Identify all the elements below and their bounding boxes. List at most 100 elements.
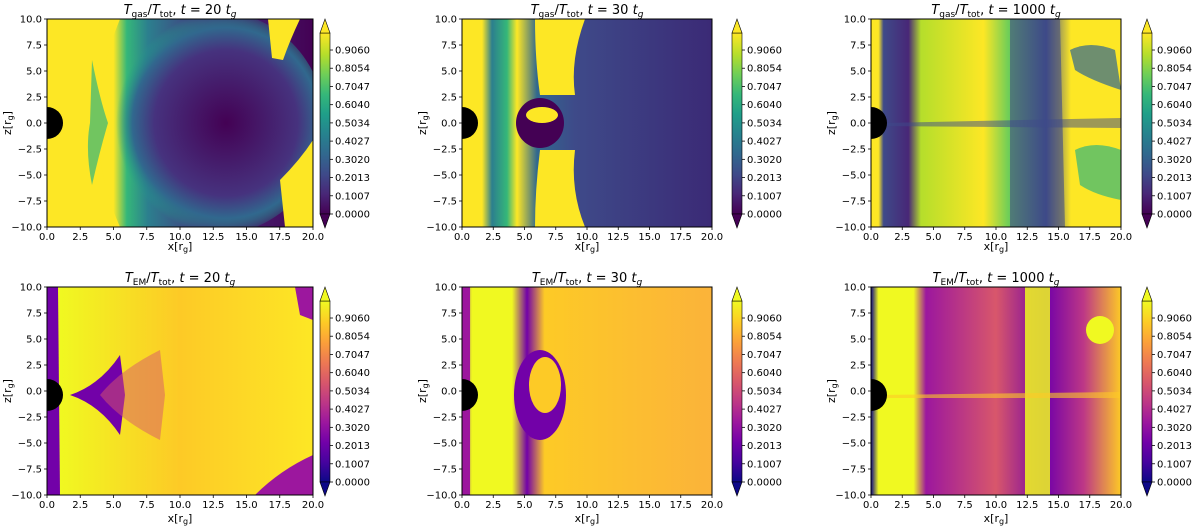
x-tick-label-gas-t20: 5.0 <box>106 232 122 243</box>
colorbar-tick-label-gas-t1000: 0.0000 <box>1157 210 1192 221</box>
x-tick-label-gas-t1000: 5.0 <box>926 232 942 243</box>
x-tick-label-em-t30: 15.0 <box>638 500 660 511</box>
y-tick-label-em-t20: −2.5 <box>18 413 42 424</box>
ylabel-em-t20: z[rg] <box>1 379 15 403</box>
x-tick-label-em-t20: 0.0 <box>39 500 55 511</box>
x-tick-label-gas-t1000: 15.0 <box>1047 232 1069 243</box>
colorbar-em-t30 <box>731 286 743 497</box>
xlabel-gas-t30: x[rg] <box>575 240 600 254</box>
y-tick-label-gas-t30: 0.0 <box>441 119 457 130</box>
colorbar-em-t20 <box>319 286 331 497</box>
x-tick-label-gas-t1000: 20.0 <box>1110 232 1132 243</box>
title-gas-t1000: Tgas/Ttot, t = 1000 tg <box>931 3 1061 20</box>
colorbar-tick-label-gas-t1000: 0.1007 <box>1157 191 1192 202</box>
title-em-t20: TEM/Ttot, t = 20 tg <box>125 271 236 288</box>
x-tick-label-gas-t30: 10.0 <box>576 232 598 243</box>
black-hole-em-t1000 <box>871 379 887 411</box>
y-tick-label-em-t30: −2.5 <box>433 413 457 424</box>
y-tick-label-em-t20: −7.5 <box>18 465 42 476</box>
colorbar-tick-label-gas-t1000: 0.9060 <box>1157 46 1192 57</box>
colorbar-gas-t30 <box>731 18 743 229</box>
x-tick-label-em-t20: 2.5 <box>72 500 88 511</box>
colorbar-tick-label-em-t20: 0.5034 <box>335 386 370 397</box>
x-tick-label-em-t1000: 10.0 <box>985 500 1007 511</box>
x-tick-label-em-t30: 17.5 <box>670 500 692 511</box>
colorbar-tick-label-gas-t30: 0.4027 <box>747 137 782 148</box>
y-tick-label-gas-t1000: −7.5 <box>842 197 866 208</box>
x-tick-label-em-t30: 20.0 <box>701 500 723 511</box>
colorbar-tick-label-em-t20: 0.6040 <box>335 368 370 379</box>
colorbar-tick-label-em-t30: 0.6040 <box>747 368 782 379</box>
y-tick-label-gas-t30: −7.5 <box>433 197 457 208</box>
x-tick-label-gas-t1000: 10.0 <box>985 232 1007 243</box>
black-hole-em-t20 <box>47 379 63 411</box>
colorbar-tick-label-em-t20: 0.2013 <box>335 441 370 452</box>
x-tick-label-em-t30: 0.0 <box>454 500 470 511</box>
y-tick-label-gas-t20: −5.0 <box>18 171 42 182</box>
colorbar-tick-label-em-t20: 0.0000 <box>335 478 370 489</box>
heatmap-em-t1000 <box>871 287 1121 495</box>
x-tick-label-gas-t20: 17.5 <box>269 232 291 243</box>
colorbar-tick-label-gas-t1000: 0.8054 <box>1157 64 1192 75</box>
colorbar-tick-label-gas-t20: 0.8054 <box>335 64 370 75</box>
colorbar-tick-label-gas-t30: 0.5034 <box>747 118 782 129</box>
x-tick-label-em-t20: 12.5 <box>202 500 224 511</box>
heatmap-em-t20 <box>47 287 313 495</box>
y-tick-label-em-t20: 5.0 <box>26 335 42 346</box>
x-tick-label-em-t30: 5.0 <box>517 500 533 511</box>
title-em-t30: TEM/Ttot, t = 30 tg <box>532 271 643 288</box>
colorbar-tick-label-gas-t20: 0.6040 <box>335 100 370 111</box>
x-tick-label-gas-t20: 20.0 <box>302 232 324 243</box>
y-tick-label-em-t1000: 7.5 <box>850 309 866 320</box>
colorbar-tick-label-em-t1000: 0.9060 <box>1157 314 1192 325</box>
y-tick-label-gas-t1000: 5.0 <box>850 67 866 78</box>
colorbar-tick-label-em-t20: 0.1007 <box>335 459 370 470</box>
x-tick-label-em-t20: 20.0 <box>302 500 324 511</box>
y-tick-label-em-t1000: −7.5 <box>842 465 866 476</box>
y-tick-label-em-t1000: 0.0 <box>850 387 866 398</box>
y-tick-label-gas-t20: −2.5 <box>18 145 42 156</box>
colorbar-tick-label-gas-t1000: 0.4027 <box>1157 137 1192 148</box>
colorbar-tick-label-em-t30: 0.7047 <box>747 350 782 361</box>
y-tick-label-gas-t30: 5.0 <box>441 67 457 78</box>
y-tick-label-em-t30: 0.0 <box>441 387 457 398</box>
colorbar-tick-label-gas-t1000: 0.2013 <box>1157 173 1192 184</box>
ylabel-gas-t30: z[rg] <box>416 111 430 135</box>
y-tick-label-gas-t30: 7.5 <box>441 41 457 52</box>
x-tick-label-em-t1000: 2.5 <box>894 500 910 511</box>
y-tick-label-gas-t30: −10.0 <box>426 223 457 234</box>
colorbar-tick-label-em-t1000: 0.6040 <box>1157 368 1192 379</box>
colorbar-tick-label-gas-t1000: 0.7047 <box>1157 82 1192 93</box>
colorbar-tick-label-gas-t1000: 0.5034 <box>1157 118 1192 129</box>
y-tick-label-em-t20: 0.0 <box>26 387 42 398</box>
x-tick-label-em-t30: 12.5 <box>607 500 629 511</box>
colorbar-tick-label-em-t30: 0.3020 <box>747 423 782 434</box>
y-tick-label-gas-t20: −10.0 <box>11 223 42 234</box>
colorbar-tick-label-gas-t1000: 0.6040 <box>1157 100 1192 111</box>
x-tick-label-em-t1000: 17.5 <box>1079 500 1101 511</box>
y-tick-label-gas-t20: 7.5 <box>26 41 42 52</box>
x-tick-label-gas-t30: 15.0 <box>638 232 660 243</box>
x-tick-label-gas-t30: 2.5 <box>485 232 501 243</box>
xlabel-em-t20: x[rg] <box>168 512 193 526</box>
x-tick-label-gas-t20: 15.0 <box>235 232 257 243</box>
x-tick-label-em-t1000: 7.5 <box>957 500 973 511</box>
colorbar-tick-label-gas-t30: 0.6040 <box>747 100 782 111</box>
heatmap-em-t30 <box>462 287 712 495</box>
colorbar-tick-label-em-t30: 0.0000 <box>747 478 782 489</box>
y-tick-label-gas-t20: −7.5 <box>18 197 42 208</box>
xlabel-em-t1000: x[rg] <box>984 512 1009 526</box>
colorbar-tick-label-gas-t30: 0.9060 <box>747 46 782 57</box>
y-tick-label-gas-t20: 2.5 <box>26 93 42 104</box>
y-tick-label-em-t1000: 10.0 <box>844 283 866 294</box>
heatmap-gas-t1000 <box>871 19 1121 227</box>
x-tick-label-gas-t30: 20.0 <box>701 232 723 243</box>
y-tick-label-gas-t20: 5.0 <box>26 67 42 78</box>
x-tick-label-em-t1000: 0.0 <box>863 500 879 511</box>
y-tick-label-gas-t30: −2.5 <box>433 145 457 156</box>
colorbar-tick-label-gas-t20: 0.0000 <box>335 210 370 221</box>
title-gas-t30: Tgas/Ttot, t = 30 tg <box>531 3 644 20</box>
colorbar-tick-label-gas-t30: 0.0000 <box>747 210 782 221</box>
colorbar-tick-label-gas-t20: 0.7047 <box>335 82 370 93</box>
